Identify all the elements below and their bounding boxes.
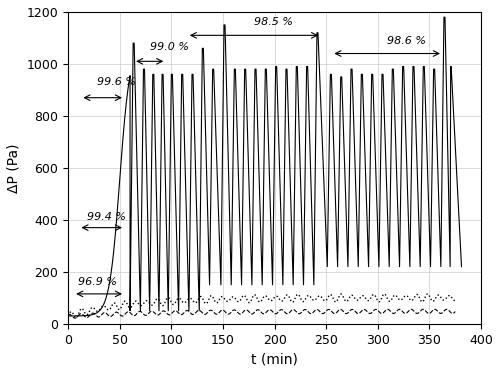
Text: 99.0 %: 99.0 % — [150, 42, 188, 51]
Text: 98.5 %: 98.5 % — [254, 17, 293, 27]
Text: 96.9 %: 96.9 % — [78, 277, 118, 287]
Text: 98.6 %: 98.6 % — [387, 37, 426, 46]
Y-axis label: ΔP (Pa): ΔP (Pa) — [7, 143, 21, 192]
X-axis label: t (min): t (min) — [251, 352, 298, 366]
Text: 99.4 %: 99.4 % — [86, 212, 126, 222]
Text: 99.6 %: 99.6 % — [97, 77, 136, 87]
